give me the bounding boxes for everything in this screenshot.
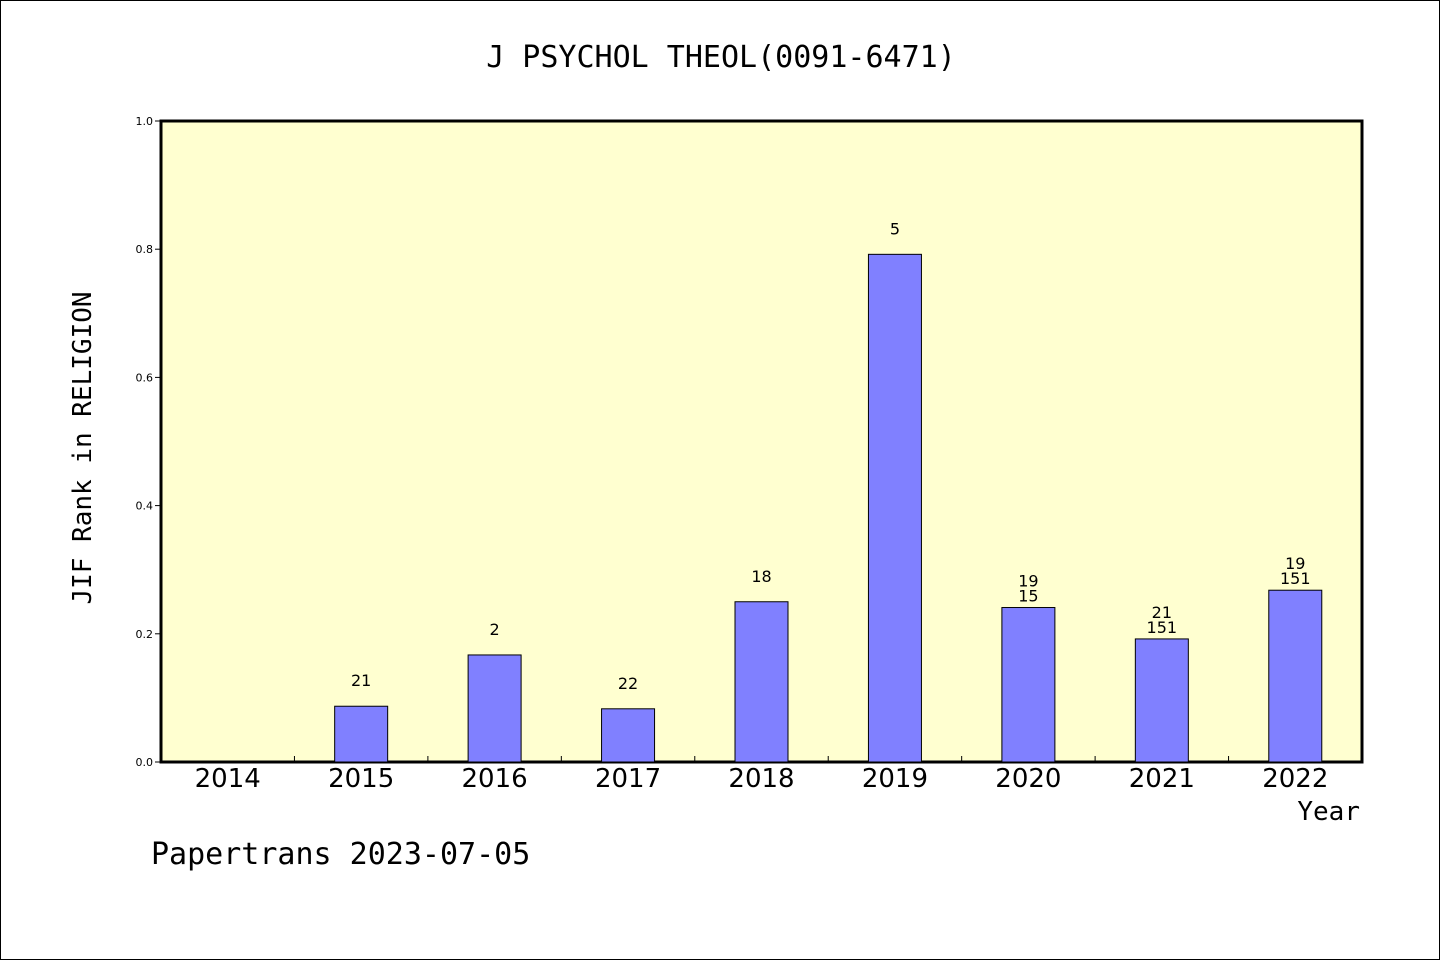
- x-tick-label: 2014: [195, 764, 261, 794]
- bar: [867, 253, 922, 763]
- data-label: 151: [1147, 618, 1178, 637]
- x-tick-label: 2017: [595, 764, 661, 794]
- chart-title: J PSYCHOL THEOL(0091-6471): [486, 40, 956, 75]
- data-label: 18: [751, 567, 771, 586]
- y-tick-label: 0.8: [136, 243, 154, 256]
- x-tick-label: 2020: [995, 764, 1061, 794]
- x-tick-label: 2019: [862, 764, 928, 794]
- data-label: 5: [890, 219, 900, 238]
- bar: [467, 654, 522, 763]
- y-tick-label: 0.2: [136, 628, 154, 641]
- x-tick-label: 2018: [728, 764, 794, 794]
- data-label: 2: [490, 620, 500, 639]
- data-label: 22: [618, 674, 638, 693]
- data-label: 15: [1018, 587, 1038, 606]
- y-tick-label: 0.0: [136, 756, 154, 769]
- x-tick-label: 2022: [1262, 764, 1328, 794]
- x-axis-ticks: 2014 2015 2016 2017 2018 2019 2020 2021 2022: [195, 756, 1328, 794]
- y-tick-label: 0.6: [136, 371, 154, 384]
- x-axis-label: Year: [1297, 797, 1360, 827]
- bar: [334, 705, 389, 763]
- bar: [601, 708, 656, 763]
- data-label: 19: [1018, 572, 1038, 591]
- x-tick-label: 2015: [328, 764, 394, 794]
- data-label: 151: [1280, 569, 1311, 588]
- bars-group: [334, 253, 1323, 763]
- footer-credit: Papertrans 2023-07-05: [151, 837, 530, 872]
- y-tick-label: 0.4: [136, 500, 154, 513]
- data-label: 21: [1152, 603, 1172, 622]
- y-axis-label: JIF Rank in RELIGION: [68, 291, 98, 604]
- x-tick-label: 2021: [1129, 764, 1195, 794]
- bar: [1134, 638, 1189, 763]
- bar: [1001, 607, 1056, 763]
- bar: [734, 601, 789, 763]
- bar: [1268, 589, 1323, 763]
- x-tick-label: 2016: [462, 764, 528, 794]
- y-tick-label: 1.0: [136, 115, 154, 128]
- data-label: 19: [1285, 554, 1305, 573]
- y-axis-ticks: 0.0 0.2 0.4 0.6 0.8 1.0: [136, 115, 161, 769]
- data-label: 21: [351, 671, 371, 690]
